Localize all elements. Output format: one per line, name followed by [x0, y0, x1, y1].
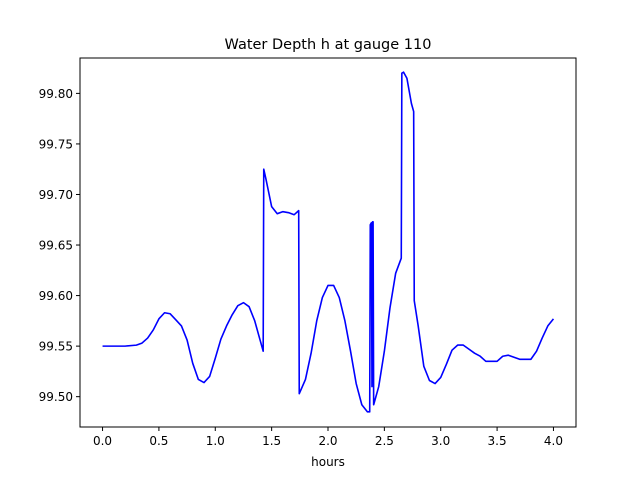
- x-tick-label: 1.5: [262, 434, 281, 448]
- x-tick-label: 3.5: [488, 434, 507, 448]
- y-axis: 99.50 99.55 99.60 99.65 99.70 99.75 99.80: [39, 87, 80, 404]
- x-tick-label: 0.5: [149, 434, 168, 448]
- x-tick-label: 2.5: [375, 434, 394, 448]
- axes-frame: [79, 57, 577, 428]
- x-axis: 0.0 0.5 1.0 1.5 2.0 2.5 3.0 3.5 4.0: [93, 427, 563, 448]
- plot-area: [102, 71, 555, 413]
- y-tick-label: 99.80: [39, 87, 73, 101]
- x-tick-label: 3.0: [431, 434, 450, 448]
- x-tick-label: 1.0: [206, 434, 225, 448]
- y-tick-label: 99.50: [39, 390, 73, 404]
- x-axis-label: hours: [311, 455, 345, 469]
- y-tick-label: 99.75: [39, 137, 73, 151]
- x-tick-label: 4.0: [544, 434, 563, 448]
- y-tick-label: 99.55: [39, 340, 73, 354]
- y-tick-label: 99.70: [39, 188, 73, 202]
- x-tick-label: 2.0: [318, 434, 337, 448]
- y-tick-label: 99.60: [39, 289, 73, 303]
- x-tick-label: 0.0: [93, 434, 112, 448]
- series-line: [102, 71, 555, 413]
- chart-title: Water Depth h at gauge 110: [225, 37, 432, 53]
- y-tick-label: 99.65: [39, 239, 73, 253]
